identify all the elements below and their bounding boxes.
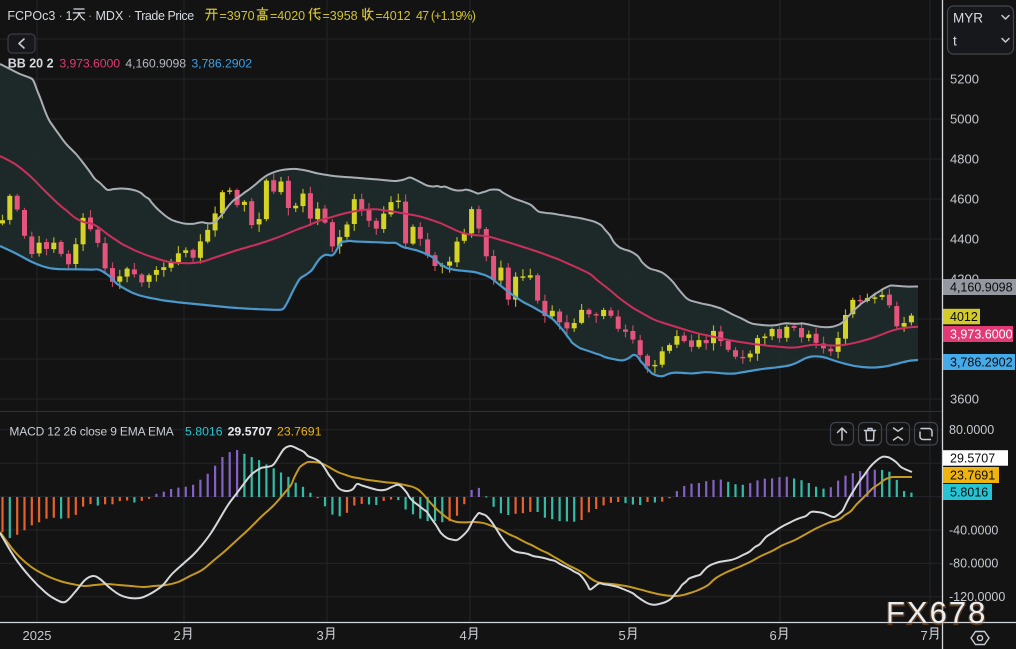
- svg-text:3,786.2902: 3,786.2902: [950, 355, 1013, 369]
- svg-text:4,160.9098: 4,160.9098: [950, 280, 1013, 294]
- svg-text:BB 20 2: BB 20 2: [8, 57, 54, 71]
- svg-text:5: 5: [619, 628, 626, 643]
- svg-text:-120.0000: -120.0000: [949, 590, 1005, 604]
- svg-text:Trade Price: Trade Price: [135, 9, 195, 23]
- svg-text:1: 1: [66, 9, 73, 23]
- svg-text:FX678: FX678: [886, 596, 987, 631]
- svg-text:3,973.6000: 3,973.6000: [59, 57, 120, 71]
- svg-text:29.5707: 29.5707: [950, 451, 995, 465]
- svg-text:4012: 4012: [950, 310, 978, 324]
- svg-text:5.8016: 5.8016: [950, 485, 988, 499]
- svg-text:47 (+1.19%): 47 (+1.19%): [416, 9, 476, 23]
- svg-text:4,160.9098: 4,160.9098: [125, 57, 186, 71]
- svg-text:MACD 12 26 close 9 EMA EMA: MACD 12 26 close 9 EMA EMA: [9, 425, 173, 439]
- svg-text:6: 6: [770, 628, 777, 643]
- svg-text:5.8016: 5.8016: [185, 425, 223, 439]
- svg-text:·: ·: [128, 9, 132, 23]
- svg-text:=3970: =3970: [220, 9, 255, 23]
- svg-text:29.5707: 29.5707: [228, 425, 273, 439]
- svg-text:7: 7: [921, 628, 928, 643]
- svg-text:t: t: [953, 34, 957, 49]
- svg-text:=3958: =3958: [323, 9, 358, 23]
- svg-text:MYR: MYR: [953, 11, 983, 26]
- svg-text:4400: 4400: [950, 232, 979, 247]
- svg-text:5200: 5200: [950, 72, 979, 87]
- svg-text:2: 2: [174, 628, 181, 643]
- svg-text:2025: 2025: [23, 628, 52, 643]
- svg-text:4600: 4600: [950, 192, 979, 207]
- svg-text:3,973.6000: 3,973.6000: [950, 327, 1013, 341]
- svg-text:=4020: =4020: [270, 9, 305, 23]
- svg-text:-40.0000: -40.0000: [949, 523, 998, 537]
- svg-text:FX678: FX678: [886, 595, 987, 630]
- svg-text:-80.0000: -80.0000: [949, 557, 998, 571]
- svg-text:4: 4: [460, 628, 467, 643]
- svg-text:·: ·: [88, 9, 92, 23]
- svg-text:80.0000: 80.0000: [949, 423, 994, 437]
- svg-text:5000: 5000: [950, 112, 979, 127]
- svg-text:3: 3: [317, 628, 324, 643]
- svg-text:3,786.2902: 3,786.2902: [191, 57, 252, 71]
- svg-text:MDX: MDX: [96, 9, 124, 23]
- svg-text:·: ·: [59, 9, 63, 23]
- svg-text:23.7691: 23.7691: [950, 468, 995, 482]
- svg-text:3600: 3600: [950, 392, 979, 407]
- svg-text:=4012: =4012: [376, 9, 411, 23]
- svg-text:FCPOc3: FCPOc3: [7, 9, 55, 23]
- svg-text:23.7691: 23.7691: [277, 425, 322, 439]
- svg-text:4800: 4800: [950, 152, 979, 167]
